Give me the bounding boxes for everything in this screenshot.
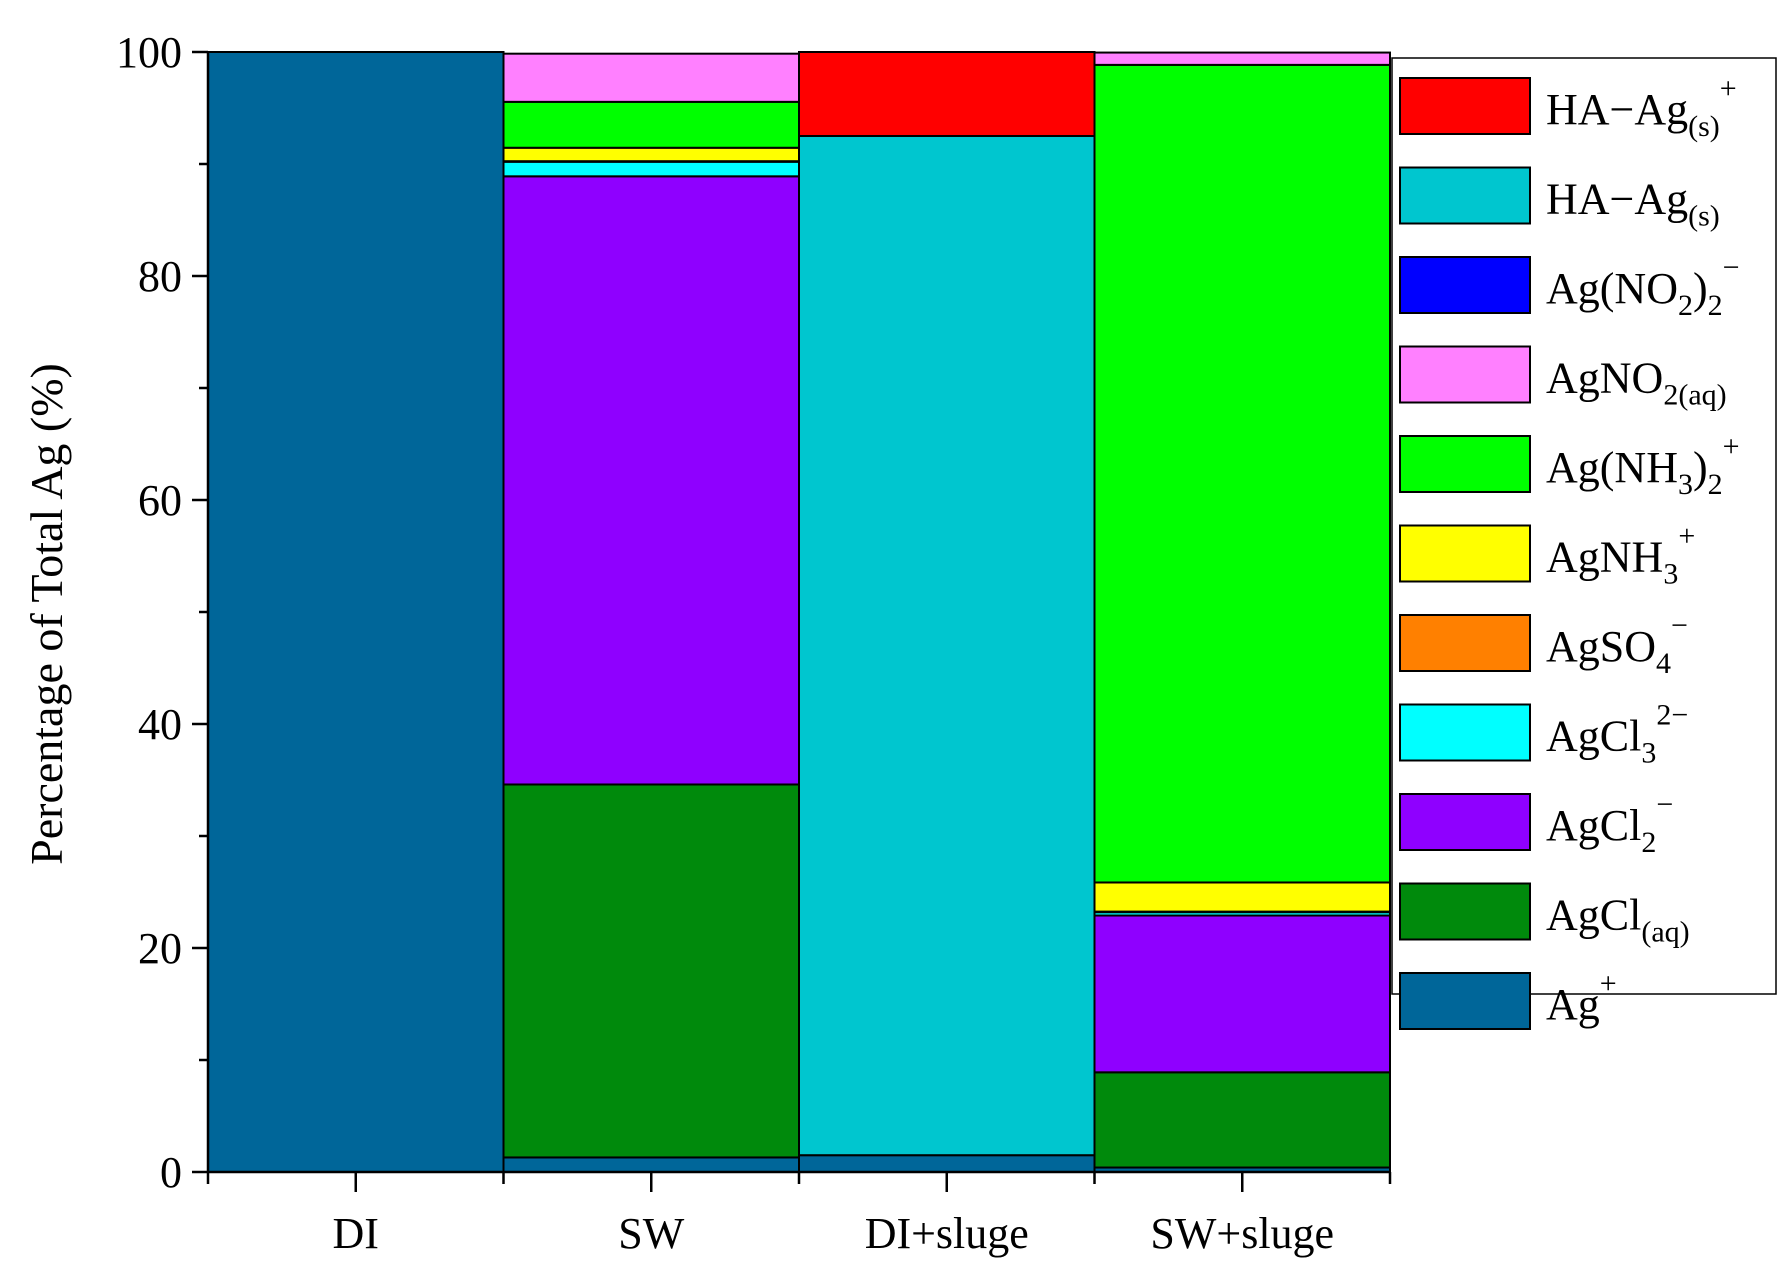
y-axis-title: Percentage of Total Ag (%) [21,363,72,865]
bar-segment-1-6 [502,100,800,149]
bar-segment-1-3 [502,160,800,178]
legend-label-3: AgNO2(aq) [1546,354,1727,412]
y-tick-label-4: 80 [138,252,182,301]
legend-swatch-9 [1399,882,1531,941]
bar-segment-3-5 [1093,881,1391,913]
legend-label-10: Ag+ [1546,967,1617,1029]
bar-segment-2-10 [798,51,1096,137]
bar-segment-2-9 [798,135,1096,1157]
legend-label-8: AgCl2− [1546,788,1673,859]
axes-group: 0 20 40 60 80 100 DI SW DI+sluge SW+sluge [116,28,1392,1258]
bar-segment-1-2 [502,175,800,786]
legend: HA−Ag(s)+ HA−Ag(s) Ag(NO2)2− AgNO2(aq) Ag(NH… [1391,57,1777,1030]
legend-label-5: AgNH3+ [1546,520,1695,591]
legend-swatch-6 [1399,614,1531,672]
legend-label-0: HA−Ag(s)+ [1546,72,1737,143]
bar-segment-3-7 [1093,51,1391,66]
y-tick-label-3: 60 [138,476,182,525]
legend-swatch-7 [1399,703,1531,762]
bar-segment-2-0 [798,1154,1096,1173]
legend-swatch-5 [1399,524,1531,583]
legend-label-1: HA−Ag(s) [1546,175,1720,233]
bars-group [207,51,1391,1174]
bar-segment-3-2 [1093,914,1391,1074]
y-tick-label-5: 100 [116,28,182,77]
y-tick-label-1: 20 [138,924,182,973]
y-tick-label-0: 0 [160,1148,182,1197]
legend-label-2: Ag(NO2)2− [1546,251,1740,322]
legend-label-6: AgSO4− [1546,609,1688,680]
bar-segment-3-6 [1093,63,1391,884]
x-tick-label-1: SW [618,1209,684,1258]
y-tick-label-2: 40 [138,700,182,749]
legend-swatch-10 [1399,972,1531,1030]
legend-swatch-3 [1399,345,1531,404]
bar-segment-1-0 [502,1156,800,1173]
bar-segment-0-0 [207,51,505,1173]
legend-label-4: Ag(NH3)2+ [1546,430,1740,501]
legend-swatch-8 [1399,793,1531,851]
x-tick-label-3: SW+sluge [1150,1209,1334,1258]
bar-segment-1-7 [502,52,800,103]
bar-segment-3-1 [1093,1071,1391,1169]
legend-swatch-1 [1399,166,1531,225]
legend-swatch-4 [1399,435,1531,493]
legend-swatch-0 [1399,77,1531,135]
x-tick-label-0: DI [333,1209,379,1258]
legend-label-7: AgCl32− [1546,699,1688,770]
legend-swatch-2 [1399,256,1531,314]
legend-label-9: AgCl(aq) [1546,891,1690,949]
x-tick-label-2: DI+sluge [865,1209,1029,1258]
bar-segment-1-5 [502,146,800,163]
bar-segment-1-1 [502,783,800,1159]
